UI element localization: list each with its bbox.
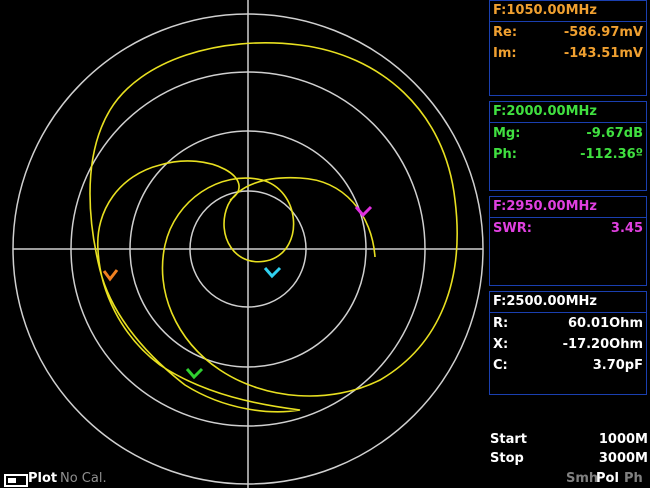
row-value: 3.70pF [592,358,643,373]
sweep-start: Start 1000M [490,432,648,447]
row-value: -9.67dB [586,126,643,141]
marker [102,269,119,282]
sweep-label: Start [490,432,527,447]
mode[interactable]: Plot [28,471,58,486]
row-label: SWR: [493,221,532,236]
view-option[interactable]: Pol [596,471,619,486]
cal-status: No Cal. [60,471,107,486]
panel-row: Ph: -112.36º [490,144,646,165]
row-value: -17.20Ohm [562,337,643,352]
row-value: -112.36º [580,147,643,162]
icon [4,474,28,487]
sweep-value: 1000M [598,432,648,447]
panel-row: R: 60.01Ohm [490,313,646,334]
row-value: -143.51mV [563,46,643,61]
panel-row: Mg: -9.67dB [490,123,646,144]
row-label: Im: [493,46,517,61]
view-option[interactable]: Smh [566,471,599,486]
status-bar: Plot No Cal. Smh Pol Ph [0,470,650,488]
marker-panel: F:1050.00MHz Re: -586.97mV Im: -143.51mV [489,0,647,96]
panel-header: F:2950.00MHz [490,197,646,218]
row-value: -586.97mV [563,25,643,40]
panel-row: Im: -143.51mV [490,43,646,64]
view-option[interactable]: Ph [624,471,643,486]
marker [263,266,282,279]
sweep-stop: Stop 3000M [490,451,648,466]
marker-panel: F:2500.00MHz R: 60.01Ohm X: -17.20Ohm C: 3.… [489,291,647,395]
marker-panel: F:2950.00MHz SWR: 3.45 [489,196,647,286]
trace [89,42,458,413]
row-label: Re: [493,25,518,40]
row-label: X: [493,337,509,352]
panel-row: SWR: 3.45 [490,218,646,239]
panel-row: Re: -586.97mV [490,22,646,43]
marker [185,367,204,380]
grid [12,0,484,488]
sweep-value: 3000M [598,451,648,466]
marker [354,205,373,218]
polar-plot [12,0,484,488]
panel-header: F:2000.00MHz [490,102,646,123]
row-label: Ph: [493,147,517,162]
row-label: Mg: [493,126,521,141]
panel-header: F:1050.00MHz [490,1,646,22]
sweep-label: Stop [490,451,524,466]
icon [8,478,16,483]
row-label: C: [493,358,508,373]
row-value: 60.01Ohm [568,316,643,331]
panel-row: C: 3.70pF [490,355,646,376]
row-value: 3.45 [610,221,643,236]
row-label: R: [493,316,509,331]
marker-panel: F:2000.00MHz Mg: -9.67dB Ph: -112.36º [489,101,647,191]
plot-icon [4,474,28,487]
panel-header: F:2500.00MHz [490,292,646,313]
panel-row: X: -17.20Ohm [490,334,646,355]
